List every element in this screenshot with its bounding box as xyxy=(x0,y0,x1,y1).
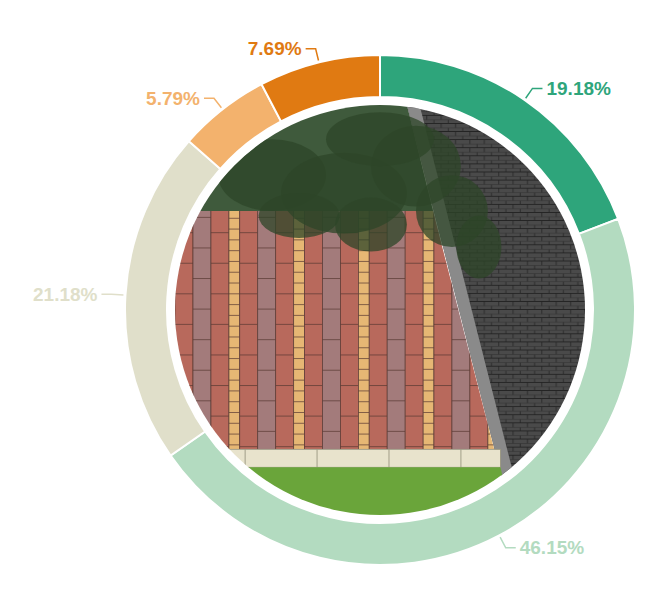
svg-text:5.79%: 5.79% xyxy=(146,88,200,109)
svg-text:19.18%: 19.18% xyxy=(546,78,611,99)
svg-text:21.18%: 21.18% xyxy=(33,284,98,305)
svg-text:46.15%: 46.15% xyxy=(520,537,585,558)
svg-text:7.69%: 7.69% xyxy=(248,38,302,59)
